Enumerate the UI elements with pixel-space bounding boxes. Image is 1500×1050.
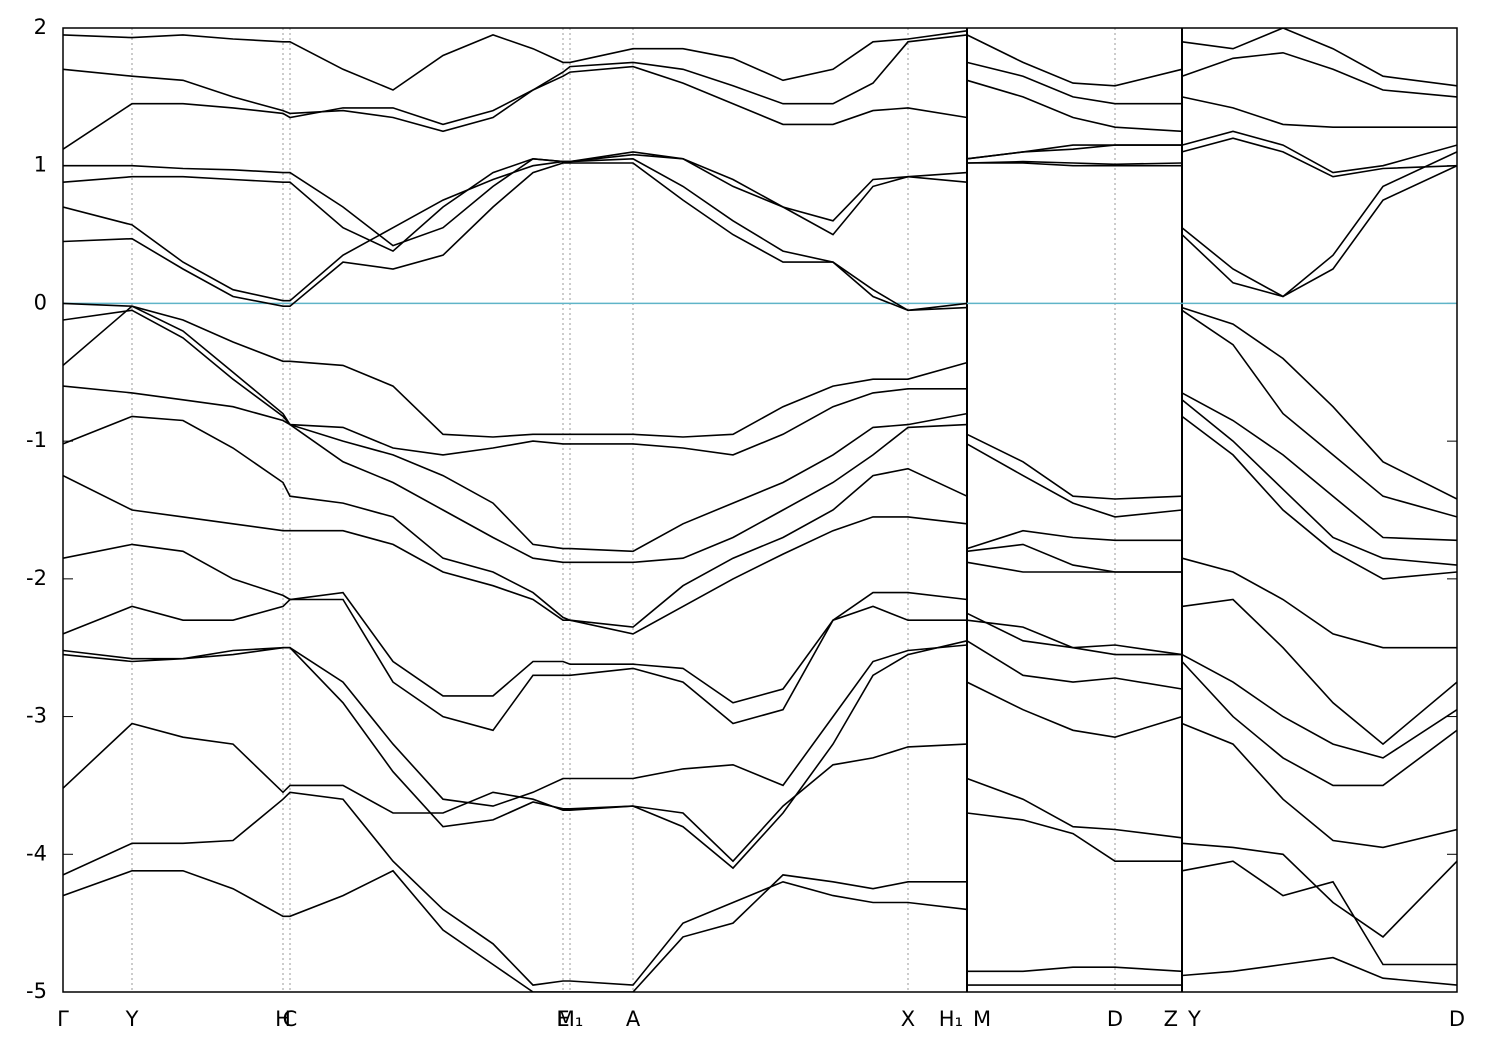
band-line [63,157,1457,312]
x-tick-label: Z [1164,1007,1178,1031]
band-line [63,791,1457,986]
band-line [63,869,1457,992]
x-tick-label: D [1449,1007,1465,1031]
y-tick-label: 0 [34,290,47,314]
band-line [63,543,1457,746]
x-tick-label: M₁ [557,1007,584,1031]
band-line [63,309,1457,553]
x-tick-label: A [626,1007,641,1031]
x-tick-label: C [283,1007,298,1031]
x-tick-label: H [275,1007,291,1031]
y-tick-label: -3 [26,704,47,728]
y-tick-label: -1 [26,428,47,452]
x-tick-label: Γ [57,1007,69,1031]
band-line [63,598,1457,759]
plot-frame [62,27,1458,993]
x-tick-label: E [556,1007,569,1031]
x-tick-label: D [1107,1007,1123,1031]
x-tick-label: X [901,1007,915,1031]
x-tick-label: Y [125,1007,139,1031]
x-tick-label: H₁ [939,1007,963,1031]
y-tick-label: 2 [34,15,47,39]
x-tick-label: M [973,1007,991,1031]
band-line [63,28,1457,91]
band-line [63,640,1457,870]
band-line [63,137,1457,247]
band-line [63,305,1457,518]
x-tick-label: Y [1187,1007,1201,1031]
band-line [63,644,1457,807]
y-tick-label: 1 [34,153,47,177]
band-line [63,722,1457,938]
band-line [63,34,1457,133]
y-tick-label: -4 [26,841,47,865]
y-tick-label: -2 [26,566,47,590]
band-line [63,415,1457,628]
band-line [63,302,1457,500]
y-tick-label: -5 [26,979,47,1003]
bands [63,28,1457,992]
